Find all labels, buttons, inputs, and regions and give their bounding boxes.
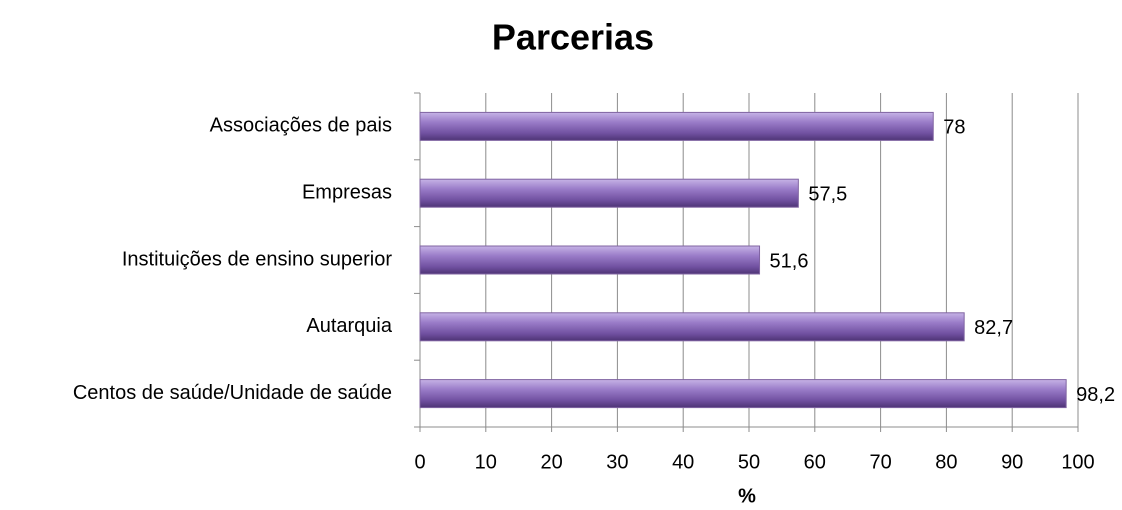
bar — [419, 245, 761, 275]
x-tick-label: 100 — [1061, 451, 1094, 473]
data-label: 78 — [943, 117, 965, 139]
x-tick-label: 20 — [540, 451, 562, 473]
y-tick-label: Autarquia — [306, 315, 392, 337]
x-axis-label: % — [738, 485, 756, 507]
data-label: 51,6 — [770, 250, 809, 272]
bar — [419, 178, 799, 208]
y-tick-label: Centos de saúde/Unidade de saúde — [73, 382, 392, 404]
x-tick-label: 50 — [738, 451, 760, 473]
x-tick-label: 70 — [869, 451, 891, 473]
data-label: 82,7 — [974, 317, 1013, 339]
bar — [419, 379, 1067, 409]
bar — [419, 111, 934, 141]
x-tick-label: 90 — [1001, 451, 1023, 473]
y-tick-label: Associações de pais — [210, 115, 392, 137]
y-tick-label: Empresas — [302, 181, 392, 203]
x-tick-label: 80 — [935, 451, 957, 473]
chart-title: Parcerias — [492, 17, 654, 58]
x-tick-label: 0 — [414, 451, 425, 473]
x-tick-label: 40 — [672, 451, 694, 473]
x-tick-label: 30 — [606, 451, 628, 473]
y-tick-label: Instituições de ensino superior — [122, 248, 392, 270]
x-tick-label: 10 — [475, 451, 497, 473]
data-label: 57,5 — [808, 183, 847, 205]
data-label: 98,2 — [1076, 384, 1115, 406]
bar — [419, 312, 965, 342]
x-tick-label: 60 — [804, 451, 826, 473]
